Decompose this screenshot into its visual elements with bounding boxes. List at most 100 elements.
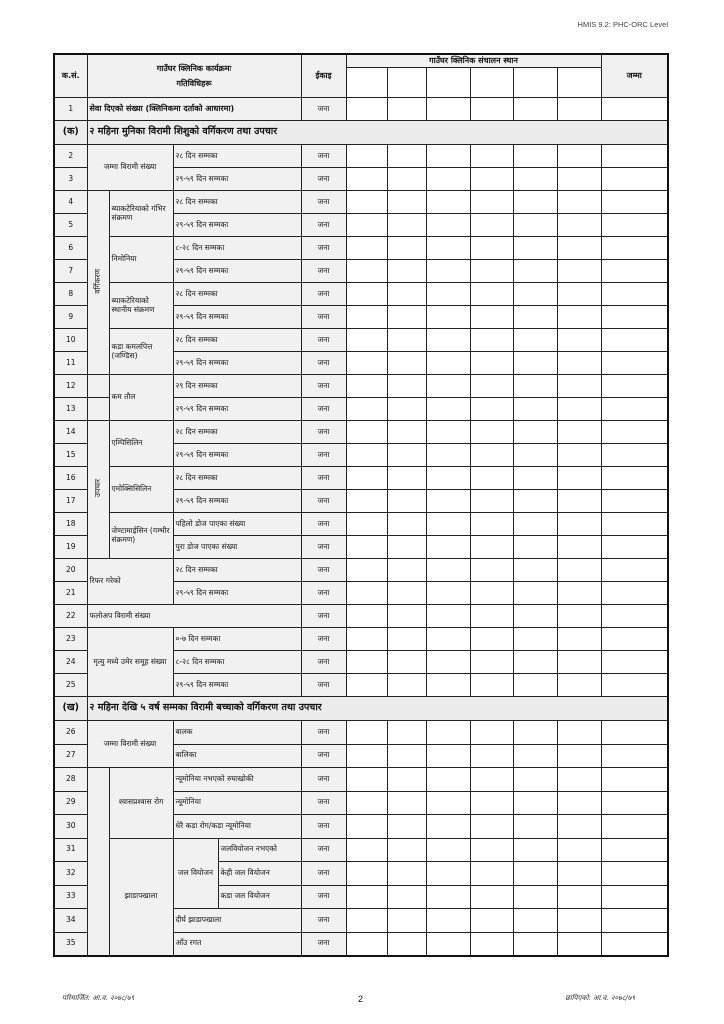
table-row: 4 वर्गिकरण ब्याकटेरियाको गंभिर संक्रमण २८ द… bbox=[53, 190, 669, 375]
site-entry-cell bbox=[425, 374, 471, 398]
activity-label: वर्गिकरण bbox=[86, 190, 110, 375]
site-entry-cell bbox=[345, 767, 388, 792]
unit-cell: जना bbox=[300, 328, 347, 352]
site-entry-cell bbox=[345, 213, 388, 237]
site-entry-cell bbox=[469, 328, 514, 352]
site-entry-cell bbox=[469, 282, 514, 306]
total-entry-cell bbox=[600, 397, 669, 421]
site-entry-cell bbox=[425, 97, 471, 121]
site-entry-cell bbox=[425, 581, 471, 605]
serial-number: 3 bbox=[53, 167, 88, 191]
site-entry-cell bbox=[386, 814, 427, 839]
site-entry-cell bbox=[425, 814, 471, 839]
site-entry-cell bbox=[425, 720, 471, 745]
activity-label: २९-५९ दिन सम्मका bbox=[172, 443, 302, 467]
site-entry-cell bbox=[556, 97, 602, 121]
site-entry-cell bbox=[386, 581, 427, 605]
serial-number: 35 bbox=[53, 931, 88, 957]
table-row: 11 २९-५९ दिन सम्मका जना bbox=[53, 351, 669, 375]
site-entry-cell bbox=[386, 351, 427, 375]
site-entry-cell bbox=[425, 351, 471, 375]
site-entry-cell bbox=[386, 489, 427, 513]
total-entry-cell bbox=[600, 931, 669, 957]
site-entry-cell bbox=[469, 720, 514, 745]
serial-number: 14 bbox=[53, 420, 88, 444]
section-title: २ महिना देखि ५ वर्ष सम्मका विरामी बच्चाक… bbox=[86, 696, 669, 721]
site-entry-cell bbox=[556, 581, 602, 605]
site-entry-cell bbox=[512, 167, 558, 191]
activity-label: २८ दिन सम्मका bbox=[172, 466, 302, 490]
activity-label: सेवा दिएको संख्या (क्लिनिकमा दर्ताको आधा… bbox=[86, 97, 302, 121]
site-entry-cell bbox=[469, 837, 514, 862]
total-entry-cell bbox=[600, 374, 669, 398]
site-entry-cell bbox=[556, 466, 602, 490]
activity-label: एमोक्सिसिलिन bbox=[108, 466, 174, 513]
table-row: 9 २९-५९ दिन सम्मका जना bbox=[53, 305, 669, 329]
table-row: 6 निमोनिया ८-२८ दिन सम्मका जना bbox=[53, 236, 669, 283]
site-entry-cell bbox=[425, 144, 471, 168]
site-entry-cell bbox=[425, 167, 471, 191]
sites-header: गाउँघर क्लिनिक संचालन स्थान bbox=[345, 53, 602, 68]
activity-label: ०-७ दिन सम्मका bbox=[172, 627, 302, 651]
site-entry-cell bbox=[556, 167, 602, 191]
table-row: 30 धेरै कडा रोग/कडा न्यूमोनिया जना bbox=[53, 814, 669, 839]
printed-note: छापिएको: आ.व. २०७८/७९ bbox=[565, 994, 636, 1002]
unit-cell: जना bbox=[300, 259, 347, 283]
unit-cell: जना bbox=[300, 351, 347, 375]
activity-label: जलवियोजन नभएको bbox=[217, 837, 302, 862]
site-entry-cell bbox=[425, 328, 471, 352]
site-entry-cell bbox=[345, 720, 388, 745]
activity-label: ८-२८ दिन सम्मका bbox=[172, 650, 302, 674]
site-entry-cell bbox=[345, 931, 388, 957]
site-entry-cell bbox=[425, 627, 471, 651]
serial-number: 16 bbox=[53, 466, 88, 490]
site-entry-cell bbox=[556, 767, 602, 792]
site-entry-cell bbox=[512, 581, 558, 605]
site-entry-cell bbox=[425, 535, 471, 559]
site-entry-cell bbox=[556, 650, 602, 674]
total-header: जम्मा bbox=[600, 53, 669, 98]
table-row: 12 कम तौल २९ दिन सम्मका जना bbox=[53, 374, 669, 421]
serial-number: 20 bbox=[53, 558, 88, 582]
unit-cell: जना bbox=[300, 466, 347, 490]
site-entry-cell bbox=[386, 767, 427, 792]
site-entry-cell bbox=[425, 489, 471, 513]
serial-number: 32 bbox=[53, 861, 88, 886]
site-entry-cell bbox=[345, 167, 388, 191]
site-entry-cell bbox=[345, 743, 388, 768]
activity-label: २९-५९ दिन सम्मका bbox=[172, 673, 302, 697]
serial-number: 18 bbox=[53, 512, 88, 536]
unit-cell: जना bbox=[300, 558, 347, 582]
vertical-group-label: वर्गिकरण bbox=[92, 268, 102, 294]
activity-label: निमोनिया bbox=[108, 236, 174, 283]
site-entry-cell bbox=[469, 97, 514, 121]
total-entry-cell bbox=[600, 581, 669, 605]
site-entry-cell bbox=[512, 790, 558, 815]
site-entry-cell bbox=[425, 466, 471, 490]
site-entry-cell bbox=[386, 743, 427, 768]
site-entry-cell bbox=[512, 236, 558, 260]
site-entry-cell bbox=[512, 420, 558, 444]
site-entry-cell bbox=[345, 627, 388, 651]
table-row: 21 २९-५९ दिन सम्मका जना bbox=[53, 581, 669, 605]
site-entry-cell bbox=[469, 305, 514, 329]
site-entry-cell bbox=[556, 489, 602, 513]
site-entry-cell bbox=[345, 282, 388, 306]
activity-label: उपचार bbox=[86, 420, 110, 559]
site-entry-cell bbox=[469, 443, 514, 467]
total-entry-cell bbox=[600, 558, 669, 582]
serial-number: 10 bbox=[53, 328, 88, 352]
site-entry-cell bbox=[386, 558, 427, 582]
site-entry-cell bbox=[345, 236, 388, 260]
total-entry-cell bbox=[600, 259, 669, 283]
serial-number: 12 bbox=[53, 374, 88, 398]
activity-label: जेण्टामाईसिन (गम्भीर संक्रमण) bbox=[108, 512, 174, 559]
site-entry-cell bbox=[345, 581, 388, 605]
site-entry-cell bbox=[386, 884, 427, 909]
site-entry-cell bbox=[425, 861, 471, 886]
empty-label-cell bbox=[86, 374, 110, 398]
unit-header: ईकाइ bbox=[300, 53, 347, 98]
activity-label: कम तौल bbox=[108, 374, 174, 421]
site-entry-cell bbox=[469, 374, 514, 398]
site-entry-cell bbox=[469, 167, 514, 191]
